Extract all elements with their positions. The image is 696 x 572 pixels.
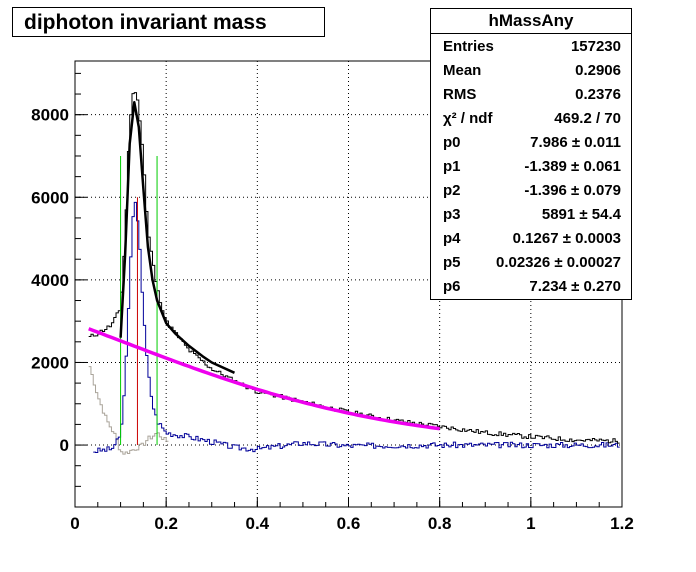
stats-histogram-name: hMassAny [431,9,631,34]
stats-value: 0.2906 [575,62,621,79]
x-tick-label: 0.2 [154,514,178,533]
stats-key: p2 [443,182,461,199]
x-tick-label: 1.2 [610,514,634,533]
stats-row: p2 -1.396 ± 0.079 [431,179,631,203]
stats-key: p4 [443,230,461,247]
stats-box: hMassAny Entries 157230 Mean 0.2906 RMS 0.237… [430,8,632,300]
stats-row: Mean 0.2906 [431,59,631,83]
background-fit-curve [88,327,440,431]
y-tick-label: 6000 [31,188,69,207]
x-tick-label: 0.8 [428,514,452,533]
stats-key: χ² / ndf [443,110,493,127]
stats-row: RMS 0.2376 [431,83,631,107]
stats-value: 5891 ± 54.4 [541,206,621,223]
stats-value: 0.2376 [575,86,621,103]
stats-key: RMS [443,86,477,103]
y-tick-label: 0 [60,436,69,455]
window-lines [120,155,158,446]
stats-key: p6 [443,278,461,295]
chart-title: diphoton invariant mass [12,7,325,37]
stats-key: p5 [443,254,461,271]
stats-row: Entries 157230 [431,35,631,59]
gray-histogram-line [88,366,169,455]
y-tick-label: 8000 [31,106,69,125]
stats-value: 7.234 ± 0.270 [529,278,621,295]
stats-value: 0.1267 ± 0.0003 [512,230,621,247]
stats-value: 7.986 ± 0.011 [530,134,621,151]
gray-histogram-series [88,366,169,455]
total-fit-line [119,101,236,374]
stats-value: 157230 [570,38,621,55]
stats-row: p5 0.02326 ± 0.00027 [431,251,631,275]
stats-row: p6 7.234 ± 0.270 [431,275,631,299]
stats-value: -1.396 ± 0.079 [524,182,621,199]
stats-key: p3 [443,206,461,223]
stats-key: Mean [443,62,482,79]
background-fit-line [88,327,440,431]
stats-value: -1.389 ± 0.061 [524,158,621,175]
stats-value: 469.2 / 70 [554,110,621,127]
stats-key: Entries [443,38,494,55]
x-tick-label: 0 [70,514,79,533]
stats-row: χ² / ndf 469.2 / 70 [431,107,631,131]
stats-row: p1 -1.389 ± 0.061 [431,155,631,179]
x-tick-label: 0.6 [337,514,361,533]
x-tick-label: 0.4 [246,514,270,533]
y-tick-label: 2000 [31,353,69,372]
stats-row: p0 7.986 ± 0.011 [431,131,631,155]
signal-histogram-series [93,201,620,453]
y-tick-label: 4000 [31,271,69,290]
signal-histogram-line [93,201,620,453]
stats-value: 0.02326 ± 0.00027 [495,254,621,271]
stats-row: p4 0.1267 ± 0.0003 [431,227,631,251]
stats-key: p0 [443,134,461,151]
stats-key: p1 [443,158,461,175]
x-tick-label: 1 [526,514,535,533]
total-fit-curve [119,101,236,374]
axes: 0 0.2 0.4 0.6 0.8 1 1.2 0 2000 4000 6000 8000 [31,72,634,533]
stats-row: p3 5891 ± 54.4 [431,203,631,227]
